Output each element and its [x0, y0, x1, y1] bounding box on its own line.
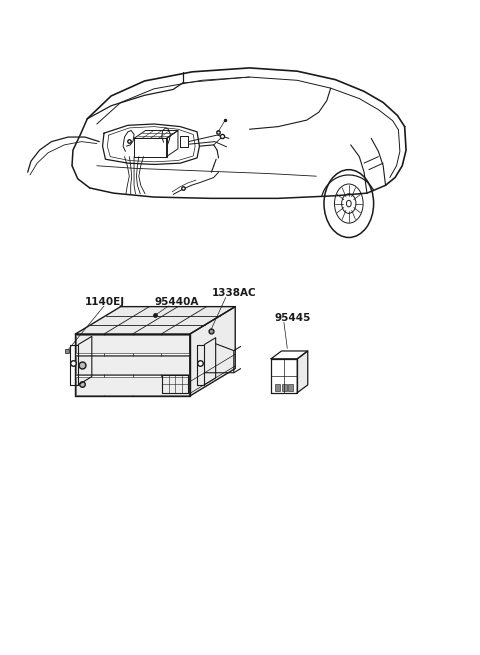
Polygon shape: [163, 307, 206, 316]
Polygon shape: [119, 316, 163, 325]
Text: 1140EJ: 1140EJ: [85, 297, 125, 307]
Polygon shape: [106, 307, 149, 316]
Polygon shape: [104, 325, 148, 334]
Bar: [275, 384, 280, 392]
Bar: [288, 384, 293, 392]
Polygon shape: [192, 307, 235, 316]
Polygon shape: [148, 316, 192, 325]
Polygon shape: [132, 325, 176, 334]
Bar: [282, 384, 287, 392]
Bar: [76, 377, 189, 395]
Polygon shape: [161, 325, 205, 334]
Bar: [76, 335, 189, 353]
Polygon shape: [90, 316, 134, 325]
Text: 95445: 95445: [275, 313, 311, 323]
Bar: [76, 356, 189, 374]
Text: 95440A: 95440A: [154, 297, 198, 307]
Polygon shape: [75, 325, 119, 334]
Polygon shape: [297, 351, 308, 393]
Polygon shape: [176, 316, 220, 325]
Polygon shape: [190, 307, 235, 396]
Polygon shape: [134, 307, 178, 316]
Text: 1338AC: 1338AC: [211, 288, 256, 298]
